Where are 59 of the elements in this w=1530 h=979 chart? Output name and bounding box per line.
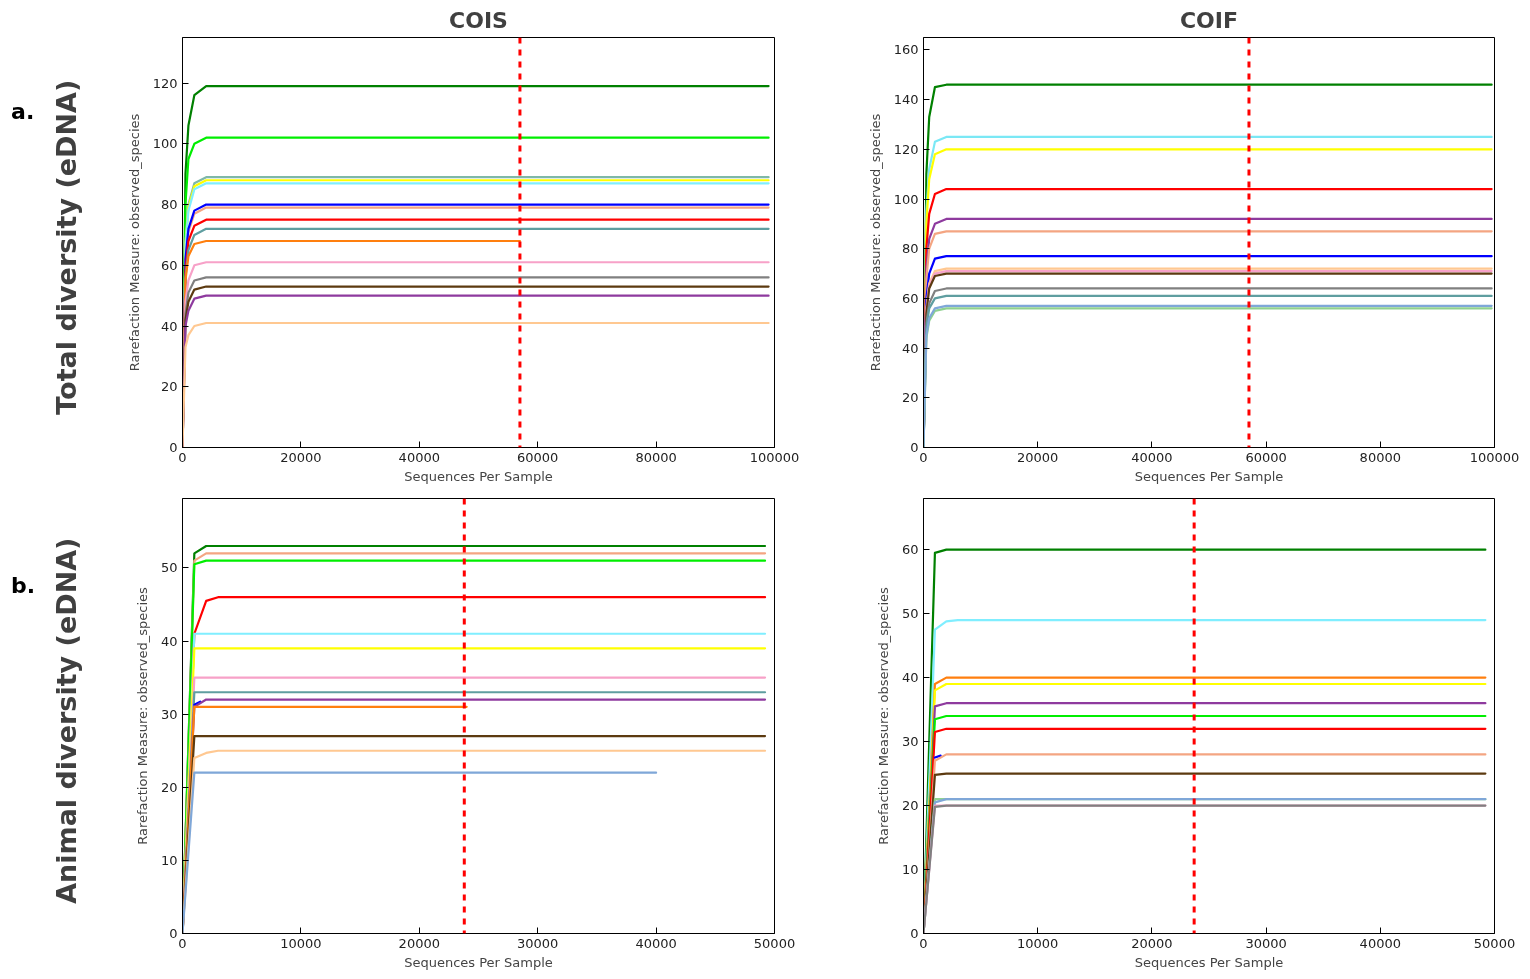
y-axis-title: Rarefaction Measure: observed_species — [134, 586, 150, 845]
x-tick-label: 80000 — [1359, 449, 1401, 465]
x-tick-label: 30000 — [1245, 935, 1287, 951]
y-tick-label: 20 — [901, 390, 919, 406]
y-tick-label: 40 — [901, 340, 919, 356]
x-axis-title: Sequences Per Sample — [1134, 954, 1284, 970]
y-tick-label: 100 — [152, 136, 178, 152]
y-tick-label: 40 — [160, 633, 178, 649]
x-tick-label: 20000 — [1017, 449, 1059, 465]
y-tick-label: 20 — [901, 798, 919, 814]
chart-title: COIF — [1179, 7, 1239, 33]
x-axis-title: Sequences Per Sample — [404, 954, 553, 970]
x-axis-title: Sequences Per Sample — [404, 468, 553, 484]
x-tick-label: 40000 — [1359, 935, 1401, 951]
y-tick-label: 120 — [893, 141, 919, 157]
text: Total diversity (eDNA) — [51, 79, 82, 415]
x-tick-label: 40000 — [1131, 449, 1173, 465]
y-tick-label: 20 — [160, 379, 178, 395]
x-tick-label: 40000 — [398, 449, 440, 465]
chart-title: COIS — [449, 7, 508, 33]
text: Animal diversity (eDNA) — [51, 537, 82, 904]
y-tick-label: 30 — [901, 734, 919, 750]
x-tick-label: 60000 — [517, 449, 559, 465]
y-tick-label: 50 — [901, 606, 919, 622]
x-tick-label: 20000 — [280, 449, 322, 465]
x-tick-label: 20000 — [398, 935, 440, 951]
y-tick-label: 40 — [901, 670, 919, 686]
x-tick-label: 100000 — [749, 449, 800, 465]
y-tick-label: 60 — [901, 542, 919, 558]
y-axis-title: Rarefaction Measure: observed_species — [875, 586, 891, 845]
x-tick-label: 30000 — [517, 935, 559, 951]
y-tick-label: 10 — [160, 852, 178, 868]
x-axis-title: Sequences Per Sample — [1134, 468, 1284, 484]
y-axis-title: Rarefaction Measure: observed_species — [867, 113, 883, 372]
y-tick-label: 160 — [893, 42, 919, 58]
y-tick-label: 60 — [901, 290, 919, 306]
x-tick-label: 50000 — [753, 935, 796, 951]
y-tick-label: 100 — [893, 191, 919, 207]
x-tick-label: 20000 — [1131, 935, 1173, 951]
y-tick-label: 10 — [901, 862, 919, 878]
y-tick-label: 80 — [901, 241, 919, 257]
y-tick-label: 80 — [160, 197, 178, 213]
y-tick-label: 120 — [152, 75, 178, 91]
text: b. — [11, 573, 36, 598]
x-tick-label: 100000 — [1469, 449, 1520, 465]
x-tick-label: 50000 — [1473, 935, 1516, 951]
y-tick-label: 140 — [893, 92, 919, 108]
x-tick-label: 60000 — [1245, 449, 1287, 465]
x-tick-label: 10000 — [1017, 935, 1059, 951]
text: a. — [11, 98, 35, 124]
y-tick-label: 20 — [160, 779, 178, 795]
x-tick-label: 80000 — [635, 449, 677, 465]
x-tick-label: 10000 — [280, 935, 322, 951]
y-tick-label: 60 — [160, 257, 178, 273]
y-tick-label: 50 — [160, 560, 178, 576]
y-tick-label: 40 — [160, 318, 178, 334]
x-tick-label: 40000 — [635, 935, 677, 951]
y-tick-label: 30 — [160, 706, 178, 722]
y-axis-title: Rarefaction Measure: observed_species — [126, 113, 142, 372]
